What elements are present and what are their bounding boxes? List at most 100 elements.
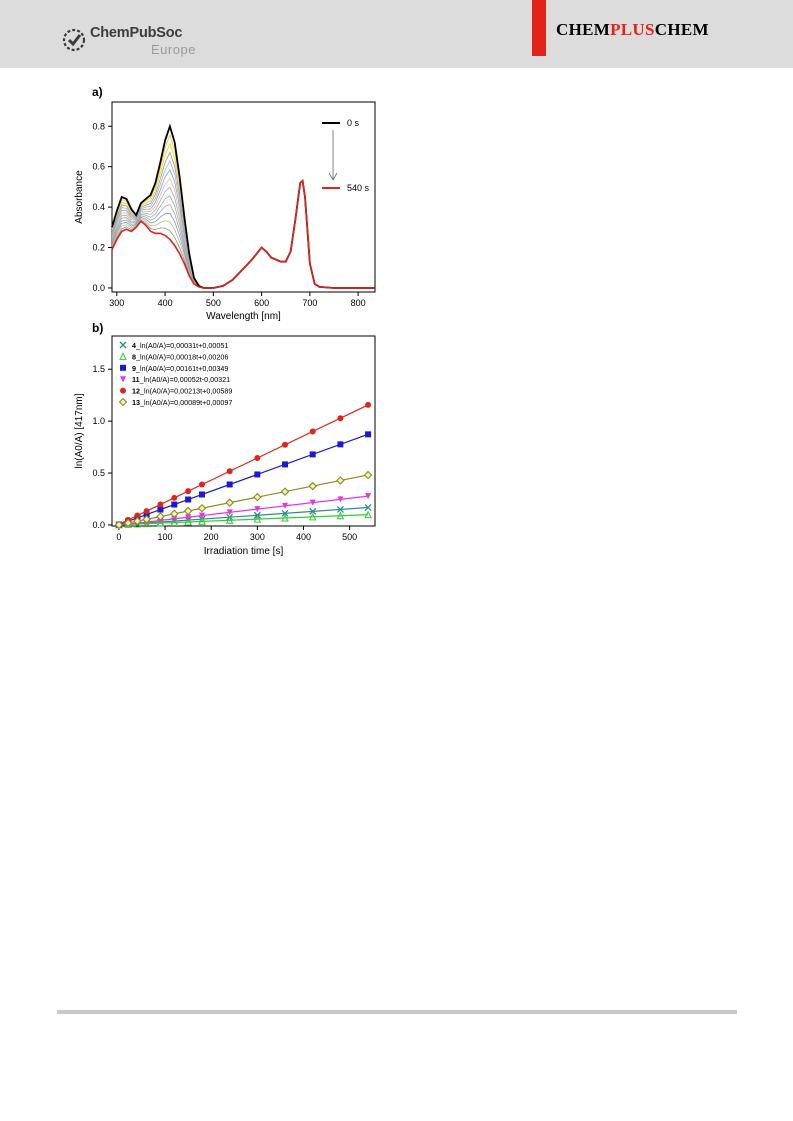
legend-series-id: 13 bbox=[132, 398, 140, 407]
data-point bbox=[365, 493, 372, 500]
legend-label-a: 0 s bbox=[347, 118, 360, 128]
data-point bbox=[134, 512, 141, 519]
chempubsoc-logo-icon bbox=[62, 28, 86, 52]
data-point bbox=[336, 511, 345, 520]
spectrum-curve-intermediate bbox=[111, 180, 375, 289]
panel-label-b: b) bbox=[92, 321, 103, 335]
y-tick-label-a: 0.2 bbox=[92, 243, 105, 253]
data-point bbox=[226, 509, 233, 516]
spectrum-curve-intermediate bbox=[111, 180, 375, 289]
legend-series-equation: _ln(A0/A)=0,00089t+0,00097 bbox=[139, 398, 232, 407]
y-tick-label-a: 0.6 bbox=[92, 162, 105, 172]
data-point bbox=[171, 515, 178, 522]
plot-frame-b bbox=[111, 335, 376, 527]
fit-line bbox=[118, 404, 369, 525]
x-tick-label-b: 400 bbox=[296, 532, 311, 542]
legend-marker-b bbox=[120, 376, 126, 383]
page-header: ChemPubSoc Europe CHEMPLUSCHEM bbox=[0, 0, 793, 68]
data-point bbox=[337, 496, 344, 503]
y-tick-label-b: 1.5 bbox=[92, 364, 105, 374]
data-point bbox=[184, 517, 192, 526]
data-point bbox=[226, 468, 233, 475]
data-point bbox=[198, 481, 205, 488]
data-point bbox=[142, 519, 151, 528]
data-point bbox=[133, 516, 142, 526]
legend-series-id: 9 bbox=[132, 364, 136, 373]
data-point bbox=[185, 514, 192, 521]
legend-marker-b bbox=[120, 364, 126, 371]
x-tick-label-b: 500 bbox=[342, 532, 357, 542]
spectrum-curve-intermediate bbox=[111, 180, 375, 289]
x-tick-label-a: 700 bbox=[302, 298, 317, 308]
legend-label-b: 11_ln(A0/A)=0,00052t-0,00321 bbox=[132, 375, 230, 384]
data-point bbox=[253, 492, 262, 502]
series-b bbox=[115, 401, 372, 528]
data-point bbox=[123, 518, 133, 528]
data-point bbox=[282, 502, 289, 509]
data-point bbox=[198, 517, 206, 525]
y-axis-label-b: ln(A0/A) [417nm] bbox=[74, 393, 85, 468]
footer-rule bbox=[57, 1010, 737, 1014]
y-tick-label-b: 0.0 bbox=[92, 520, 105, 530]
publisher-region: Europe bbox=[151, 42, 196, 57]
publisher-logo: ChemPubSoc Europe bbox=[62, 25, 212, 61]
series-b bbox=[115, 431, 372, 528]
legend-label-b: 12_ln(A0/A)=0,00213t+0,00589 bbox=[132, 387, 232, 396]
data-point bbox=[225, 498, 234, 507]
legend-series-id: 12 bbox=[132, 387, 140, 396]
x-tick-label-a: 400 bbox=[158, 298, 173, 308]
legend-label-a: 540 s bbox=[347, 183, 370, 193]
data-point bbox=[280, 487, 290, 496]
data-point bbox=[365, 431, 372, 438]
data-point bbox=[309, 428, 316, 435]
legend-label-b: 4_ln(A0/A)=0,00031t+0,00051 bbox=[132, 341, 228, 350]
y-tick-label-a: 0.8 bbox=[92, 121, 105, 131]
journal-title-plus: PLUS bbox=[610, 20, 655, 39]
chart-b: b) 0 100 200 300 400 500 0.0 0.5 1.0 1.5 Irradiatio… bbox=[74, 321, 376, 557]
data-point bbox=[156, 512, 165, 521]
legend-arrow-head-icon bbox=[328, 172, 338, 181]
y-tick-label-b: 0.5 bbox=[92, 468, 105, 478]
legend-label-b: 8_ln(A0/A)=0,00018t+0,00206 bbox=[132, 352, 228, 361]
legend-series-equation: _ln(A0/A)=0,00031t+0,00051 bbox=[135, 341, 228, 350]
data-point bbox=[337, 415, 344, 422]
data-point bbox=[364, 504, 372, 511]
data-point bbox=[309, 451, 316, 458]
data-point bbox=[114, 520, 124, 530]
publisher-name: ChemPubSoc bbox=[90, 25, 183, 41]
data-point bbox=[198, 491, 205, 498]
data-point bbox=[365, 401, 372, 408]
data-point bbox=[336, 476, 345, 485]
x-tick-label-a: 300 bbox=[109, 298, 124, 308]
data-point bbox=[133, 519, 142, 528]
data-point bbox=[170, 509, 179, 519]
data-point bbox=[254, 471, 261, 478]
data-point bbox=[170, 518, 179, 527]
data-point bbox=[183, 506, 193, 516]
data-point bbox=[308, 481, 317, 491]
data-point bbox=[185, 488, 192, 495]
legend-label-b: 13_ln(A0/A)=0,00089t+0,00097 bbox=[132, 398, 232, 407]
chart-a: a) 300 400 500 600 700 800 0.0 0.2 0.4 0.6 0.8 Wavel… bbox=[74, 85, 376, 322]
legend-series-id: 8 bbox=[132, 352, 136, 361]
data-point bbox=[254, 455, 261, 462]
journal-title-part: CHEM bbox=[654, 20, 709, 39]
y-tick-label-b: 1.0 bbox=[92, 416, 105, 426]
spectrum-curve-intermediate bbox=[111, 180, 375, 289]
series-b bbox=[115, 510, 372, 529]
x-axis-label-a: Wavelength [nm] bbox=[206, 311, 281, 322]
data-point bbox=[282, 441, 289, 448]
x-tick-label-b: 200 bbox=[204, 532, 219, 542]
data-point bbox=[171, 501, 178, 508]
data-point bbox=[226, 481, 233, 488]
spectrum-curve-intermediate bbox=[111, 133, 375, 289]
data-point bbox=[363, 470, 373, 480]
data-point bbox=[142, 515, 151, 524]
data-point bbox=[282, 461, 289, 468]
data-point bbox=[225, 516, 234, 524]
panel-label-a: a) bbox=[92, 85, 103, 99]
data-point bbox=[364, 510, 372, 519]
x-tick-label-b: 300 bbox=[250, 532, 265, 542]
data-point bbox=[185, 496, 192, 503]
legend-marker-b bbox=[119, 341, 127, 349]
